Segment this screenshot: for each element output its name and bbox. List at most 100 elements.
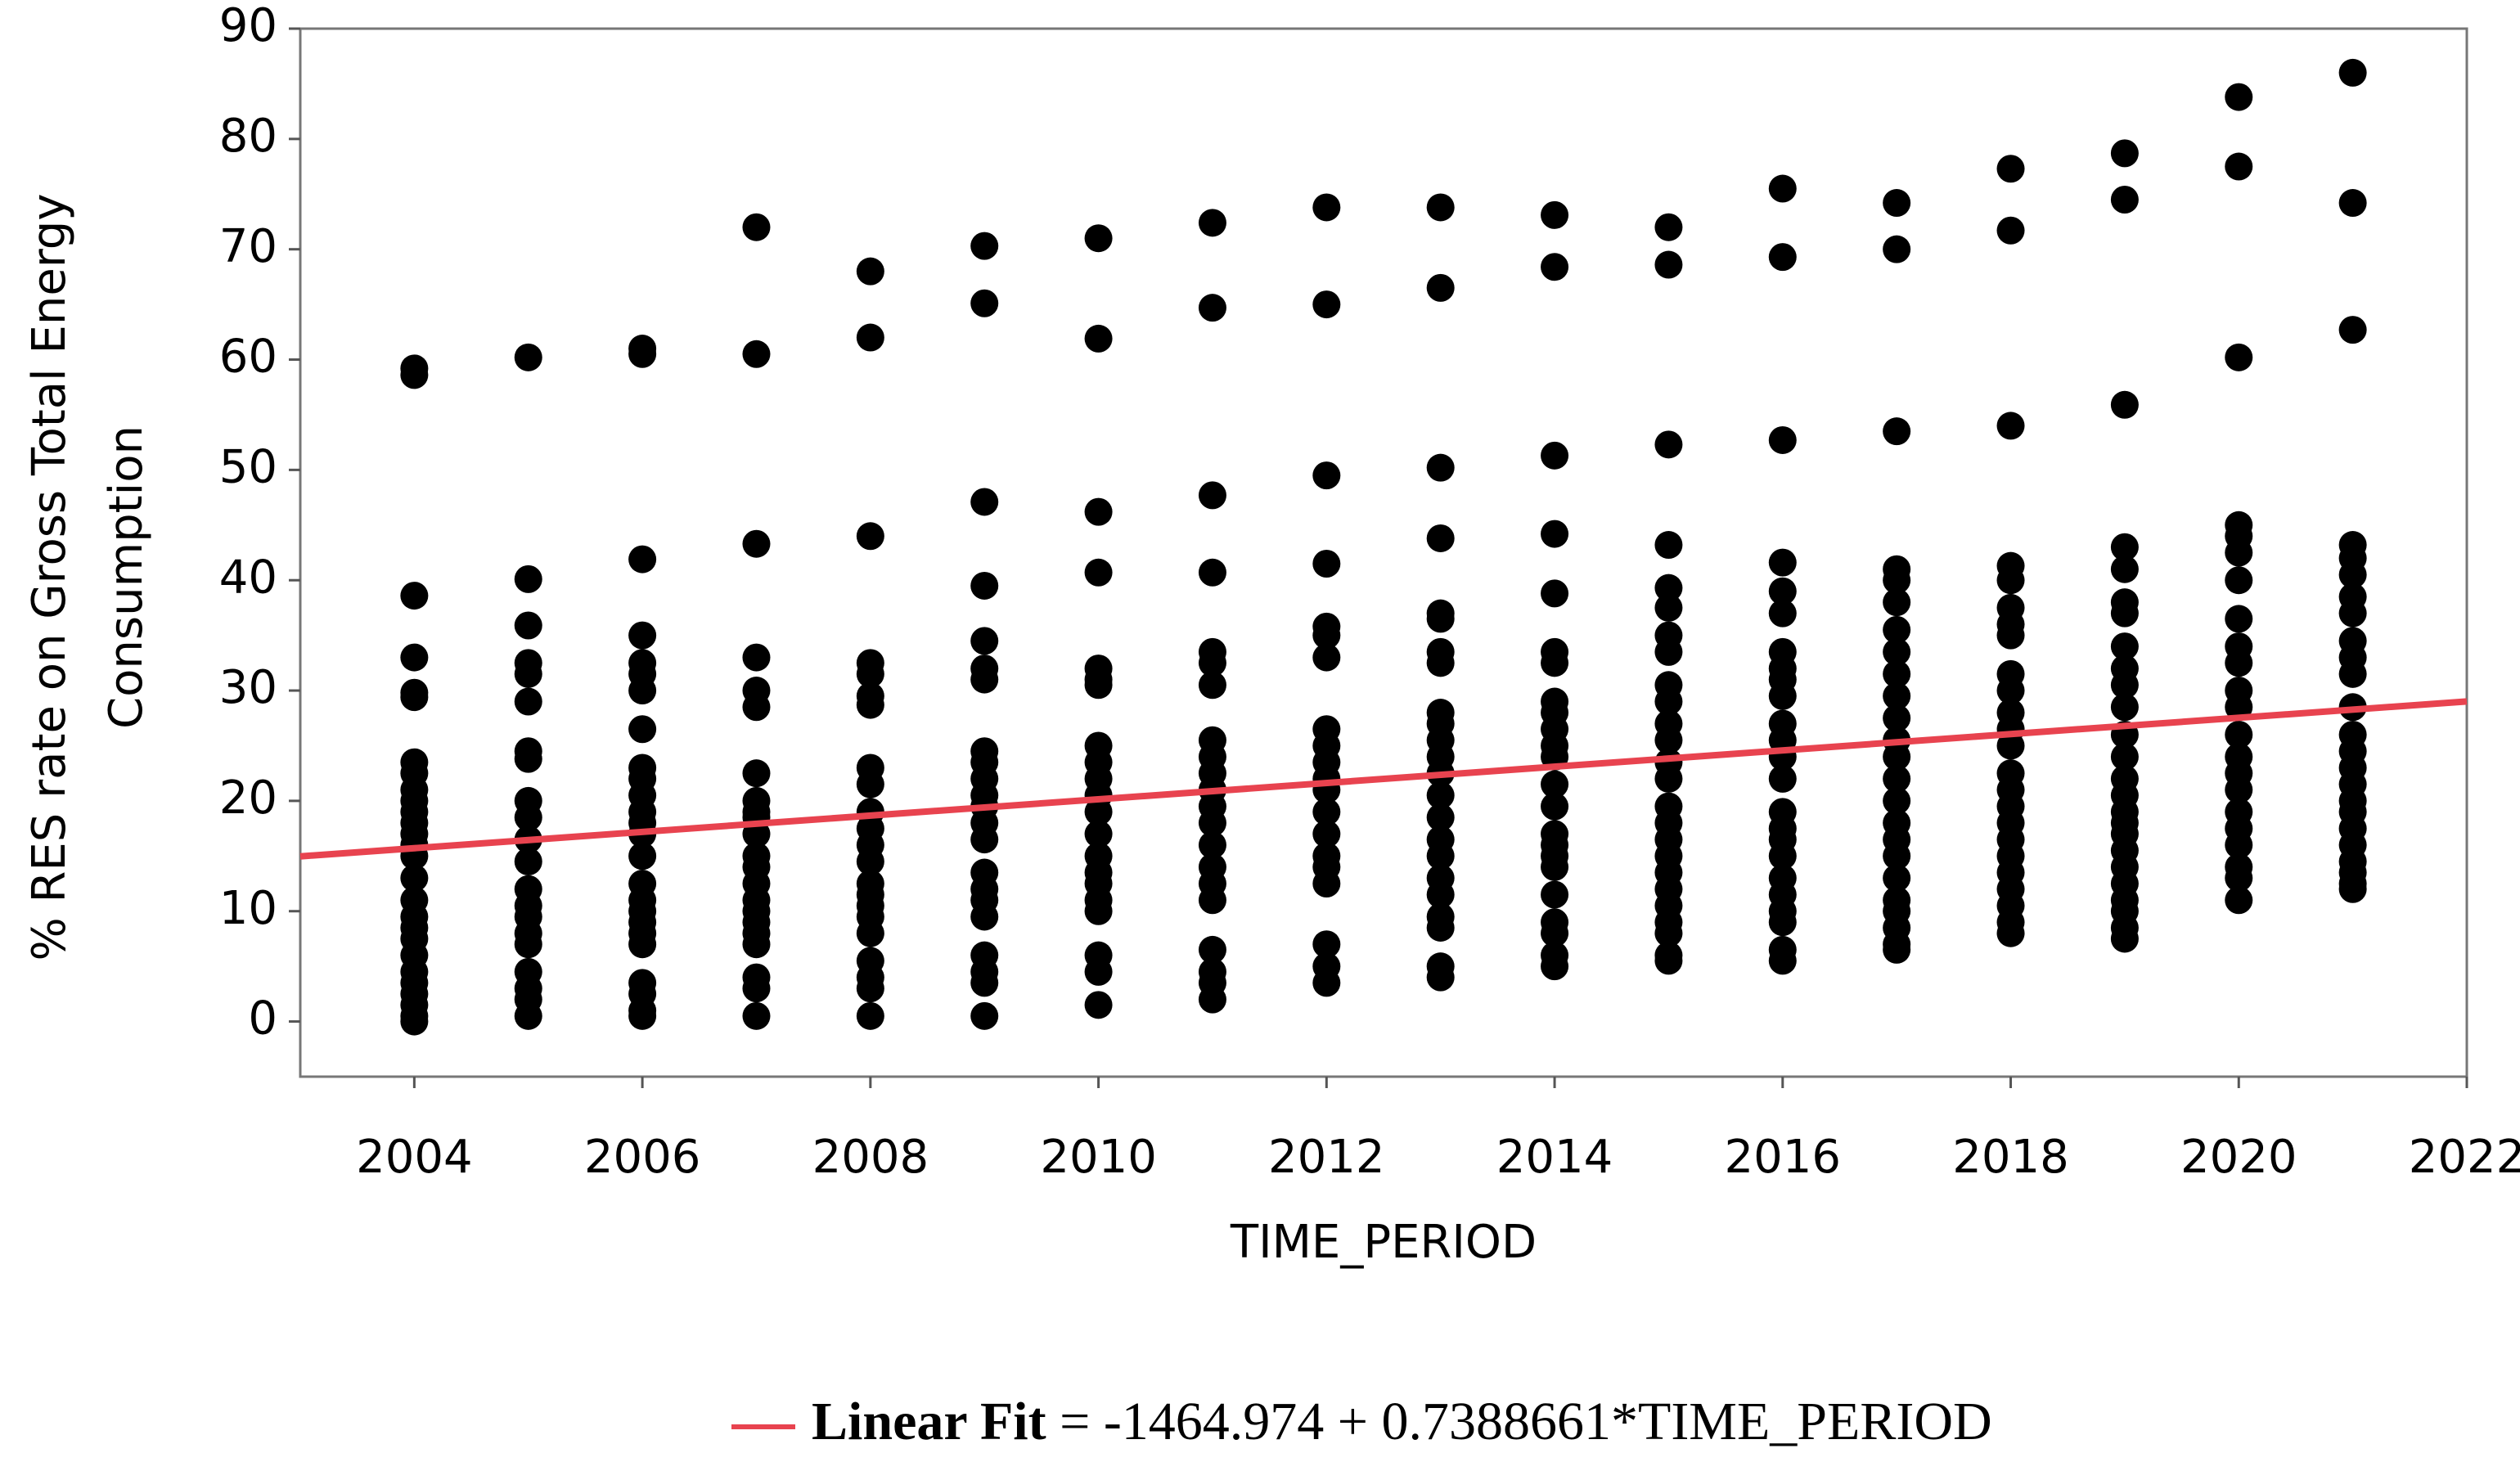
point xyxy=(742,930,771,959)
point xyxy=(1541,952,1569,981)
point xyxy=(2110,671,2139,700)
point xyxy=(742,643,771,672)
point xyxy=(1883,417,1911,446)
point xyxy=(1426,963,1455,992)
point xyxy=(514,343,542,371)
point xyxy=(2110,693,2139,722)
point xyxy=(1198,649,1226,677)
point xyxy=(1654,593,1683,622)
point xyxy=(2110,533,2139,561)
point xyxy=(628,677,657,705)
point xyxy=(1654,531,1683,560)
point xyxy=(1654,213,1683,241)
point xyxy=(1084,798,1113,826)
legend-name: Linear Fit xyxy=(812,1392,1046,1451)
fit-line xyxy=(299,698,2468,860)
point xyxy=(742,529,771,558)
point xyxy=(970,571,999,600)
point xyxy=(856,659,884,688)
point xyxy=(1426,781,1455,810)
x-tick-label: 2018 xyxy=(1952,1131,2069,1184)
point xyxy=(1198,558,1226,587)
point xyxy=(1198,294,1226,322)
point xyxy=(970,902,999,931)
point xyxy=(1883,682,1911,710)
point xyxy=(1541,770,1569,798)
point xyxy=(1426,803,1455,832)
x-tick-label: 2010 xyxy=(1040,1131,1157,1184)
point xyxy=(1768,577,1797,605)
point xyxy=(1883,637,1911,666)
point xyxy=(2338,189,2367,218)
point xyxy=(400,643,429,672)
point xyxy=(1426,842,1455,870)
point xyxy=(1768,764,1797,793)
point xyxy=(514,744,542,773)
point xyxy=(1426,193,1455,222)
point xyxy=(1084,671,1113,700)
point xyxy=(856,848,884,876)
point xyxy=(1426,913,1455,942)
point xyxy=(1883,588,1911,617)
point xyxy=(1084,897,1113,925)
point xyxy=(1541,852,1569,881)
point xyxy=(1883,704,1911,732)
point xyxy=(2338,560,2367,589)
point xyxy=(2110,390,2139,419)
point xyxy=(514,659,542,688)
point xyxy=(856,1001,884,1030)
x-axis-label: TIME_PERIOD xyxy=(1230,1216,1537,1269)
point xyxy=(2225,538,2253,567)
point xyxy=(2110,742,2139,771)
point xyxy=(400,582,429,610)
point xyxy=(1883,764,1911,793)
point xyxy=(628,715,657,744)
point xyxy=(742,759,771,788)
point xyxy=(2338,316,2367,344)
point xyxy=(1654,574,1683,602)
point xyxy=(742,693,771,722)
point xyxy=(1768,599,1797,628)
point xyxy=(1312,549,1341,578)
x-tick-label: 2012 xyxy=(1268,1131,1385,1184)
point xyxy=(1312,461,1341,490)
point xyxy=(1541,649,1569,677)
point xyxy=(2225,343,2253,371)
point xyxy=(1996,621,2025,650)
point xyxy=(628,842,657,870)
point xyxy=(1654,726,1683,754)
point xyxy=(1198,209,1226,237)
point xyxy=(400,1007,429,1036)
point xyxy=(1883,235,1911,263)
point xyxy=(1312,820,1341,848)
point xyxy=(2110,632,2139,661)
x-tick-label: 2008 xyxy=(812,1131,929,1184)
point xyxy=(970,627,999,655)
point xyxy=(1996,155,2025,183)
point xyxy=(1883,935,1911,964)
point xyxy=(1996,677,2025,705)
point xyxy=(2225,152,2253,181)
point xyxy=(2110,186,2139,214)
point xyxy=(2338,875,2367,903)
point xyxy=(1312,621,1341,650)
y-tick-label: 10 xyxy=(219,882,277,935)
point xyxy=(1198,808,1226,837)
point xyxy=(400,683,429,712)
point xyxy=(628,930,657,959)
point xyxy=(1996,919,2025,947)
point xyxy=(1768,908,1797,937)
point xyxy=(1996,412,2025,440)
y-tick-label: 40 xyxy=(219,551,277,604)
point xyxy=(1541,792,1569,821)
y-axis-label: % RES rate on Gross Total Energy xyxy=(23,194,76,961)
point xyxy=(1541,200,1569,229)
point xyxy=(1084,558,1113,587)
point xyxy=(2225,886,2253,915)
point xyxy=(1312,870,1341,898)
point xyxy=(1084,957,1113,986)
point xyxy=(1426,273,1455,302)
point xyxy=(2225,649,2253,677)
point xyxy=(970,825,999,854)
